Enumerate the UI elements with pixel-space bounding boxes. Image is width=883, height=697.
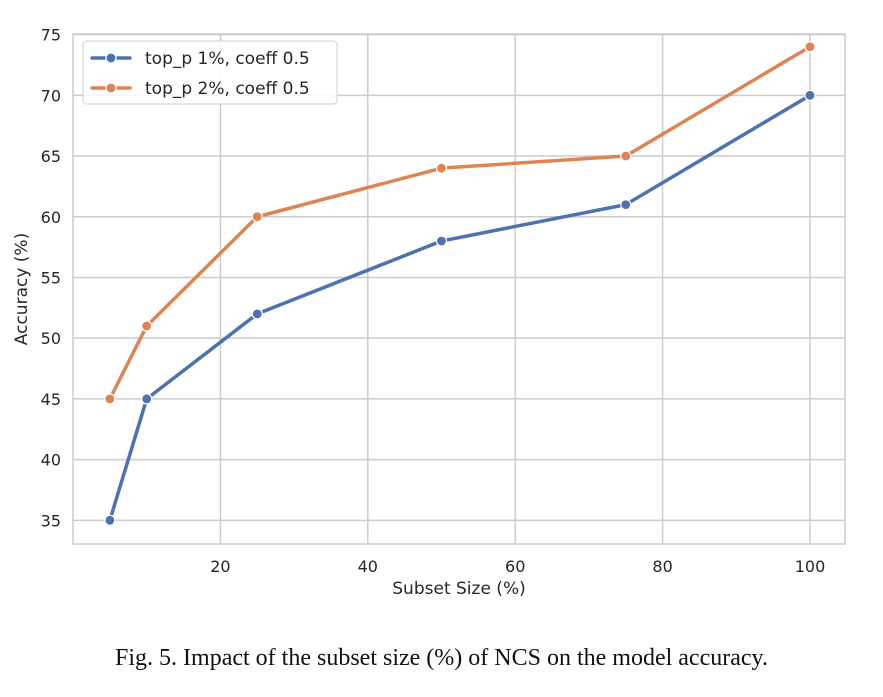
series-1 <box>104 89 816 526</box>
data-point <box>435 235 448 247</box>
legend-box <box>82 40 338 105</box>
legend-label: top_p 2%, coeff 0.5 <box>145 79 310 99</box>
y-tick-label: 45 <box>41 390 61 409</box>
x-tick-label: 60 <box>505 557 525 576</box>
series-lines <box>104 41 816 526</box>
x-tick-label: 20 <box>210 557 230 576</box>
series-line <box>108 93 812 523</box>
series-line <box>108 45 812 401</box>
legend-marker <box>105 52 117 64</box>
data-point <box>104 393 116 405</box>
legend-marker <box>105 82 117 94</box>
x-tick-label: 80 <box>652 557 672 576</box>
y-tick-label: 75 <box>41 26 61 45</box>
data-point <box>804 89 816 101</box>
line-chart: 20 40 60 80 100 35 40 45 50 55 60 65 70 75 Subset Siz… <box>12 26 846 599</box>
x-tick-label: 40 <box>358 557 378 576</box>
data-point <box>804 41 816 53</box>
data-point <box>620 150 632 162</box>
tick-labels: 20 40 60 80 100 35 40 45 50 55 60 65 70 75 <box>41 26 826 576</box>
x-tick-label: 100 <box>795 557 826 576</box>
y-tick-label: 35 <box>41 511 61 530</box>
data-point <box>104 514 116 526</box>
y-tick-label: 70 <box>41 86 61 105</box>
plot-frame <box>72 33 846 545</box>
x-axis-title: Subset Size (%) <box>392 579 525 599</box>
data-point <box>435 162 448 174</box>
y-tick-label: 50 <box>41 329 61 348</box>
y-tick-label: 65 <box>41 147 61 166</box>
y-tick-label: 60 <box>41 208 61 227</box>
legend: top_p 1%, coeff 0.5 top_p 2%, coeff 0.5 <box>82 40 338 105</box>
legend-label: top_p 1%, coeff 0.5 <box>145 49 310 69</box>
figure-caption: Fig. 5. Impact of the subset size (%) of… <box>115 645 768 671</box>
y-tick-label: 40 <box>41 451 61 470</box>
y-axis-title: Accuracy (%) <box>12 233 32 345</box>
data-point <box>251 211 263 223</box>
plot-background <box>73 34 845 544</box>
data-point <box>141 320 153 332</box>
data-point <box>141 393 153 405</box>
data-point <box>620 199 632 211</box>
y-tick-label: 55 <box>41 268 61 287</box>
series-2 <box>104 41 816 405</box>
data-point <box>251 308 263 320</box>
